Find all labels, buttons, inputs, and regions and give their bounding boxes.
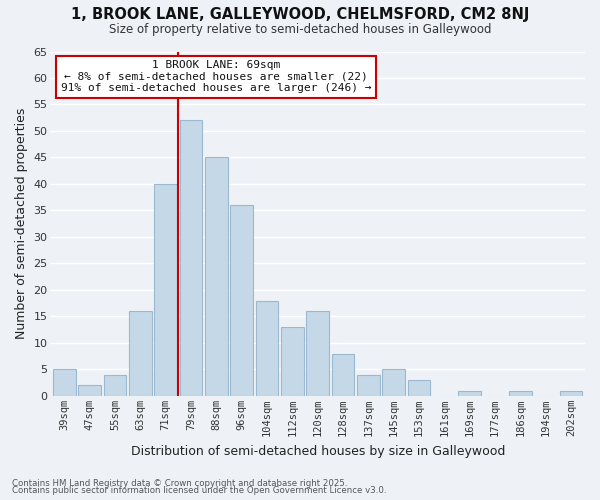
Bar [53,370,76,396]
Bar [357,374,380,396]
Bar [382,370,405,396]
Bar [79,386,101,396]
Bar [129,311,152,396]
Text: Contains public sector information licensed under the Open Government Licence v3: Contains public sector information licen… [12,486,386,495]
Bar [332,354,355,396]
Text: 1, BROOK LANE, GALLEYWOOD, CHELMSFORD, CM2 8NJ: 1, BROOK LANE, GALLEYWOOD, CHELMSFORD, C… [71,8,529,22]
X-axis label: Distribution of semi-detached houses by size in Galleywood: Distribution of semi-detached houses by … [131,444,505,458]
Text: 1 BROOK LANE: 69sqm
← 8% of semi-detached houses are smaller (22)
91% of semi-de: 1 BROOK LANE: 69sqm ← 8% of semi-detache… [61,60,371,94]
Bar [205,158,228,396]
Bar [307,311,329,396]
Text: Size of property relative to semi-detached houses in Galleywood: Size of property relative to semi-detach… [109,22,491,36]
Bar [256,300,278,396]
Bar [560,390,583,396]
Bar [407,380,430,396]
Text: Contains HM Land Registry data © Crown copyright and database right 2025.: Contains HM Land Registry data © Crown c… [12,478,347,488]
Bar [509,390,532,396]
Bar [230,205,253,396]
Bar [458,390,481,396]
Bar [104,374,127,396]
Bar [281,327,304,396]
Y-axis label: Number of semi-detached properties: Number of semi-detached properties [15,108,28,340]
Bar [179,120,202,396]
Bar [154,184,177,396]
